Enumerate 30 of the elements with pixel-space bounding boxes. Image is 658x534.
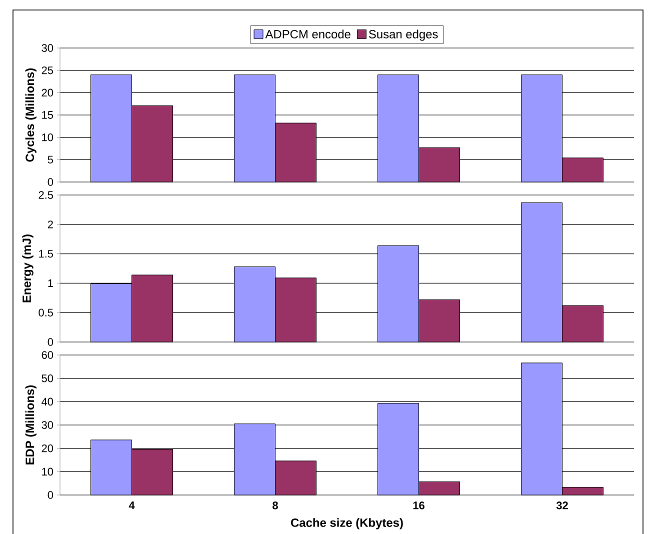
x-tick-label: 16 (413, 502, 424, 510)
y-tick-label: 0 (48, 178, 54, 186)
y-tick-label: 1 (48, 279, 53, 287)
y-axis-title: Cycles (Millions) (25, 68, 36, 162)
y-tick-label: 0 (48, 491, 54, 499)
x-tick-label: 4 (128, 502, 135, 510)
y-tick-label: 5 (48, 156, 54, 164)
y-tick-label: 50 (42, 374, 54, 382)
legend-label: ADPCM encode (265, 30, 350, 38)
y-tick-label: 10 (42, 133, 54, 142)
y-axis-title: Energy (mJ) (22, 234, 34, 302)
y-tick-label: 10 (42, 468, 54, 476)
y-tick-label: 1.5 (39, 250, 54, 258)
y-tick-label: 60 (42, 351, 54, 359)
y-tick-label: 40 (42, 398, 54, 406)
y-tick-label: 30 (42, 421, 54, 429)
y-tick-label: 30 (42, 44, 54, 52)
y-tick-label: 25 (42, 66, 54, 74)
y-tick-label: 2.5 (38, 191, 54, 199)
y-tick-label: 0 (48, 338, 54, 346)
y-tick-label: 2 (48, 220, 53, 228)
x-tick-label: 8 (272, 502, 278, 510)
legend-label: Susan edges (369, 30, 438, 41)
x-tick-label: 32 (556, 502, 568, 510)
y-tick-label: 20 (42, 88, 54, 97)
y-tick-label: 0.5 (38, 308, 54, 316)
x-axis-title: Cache size (Kbytes) (291, 518, 403, 530)
y-tick-label: 15 (42, 111, 54, 119)
y-axis-title: EDP (Millions) (25, 385, 36, 464)
y-tick-label: 20 (42, 444, 54, 452)
